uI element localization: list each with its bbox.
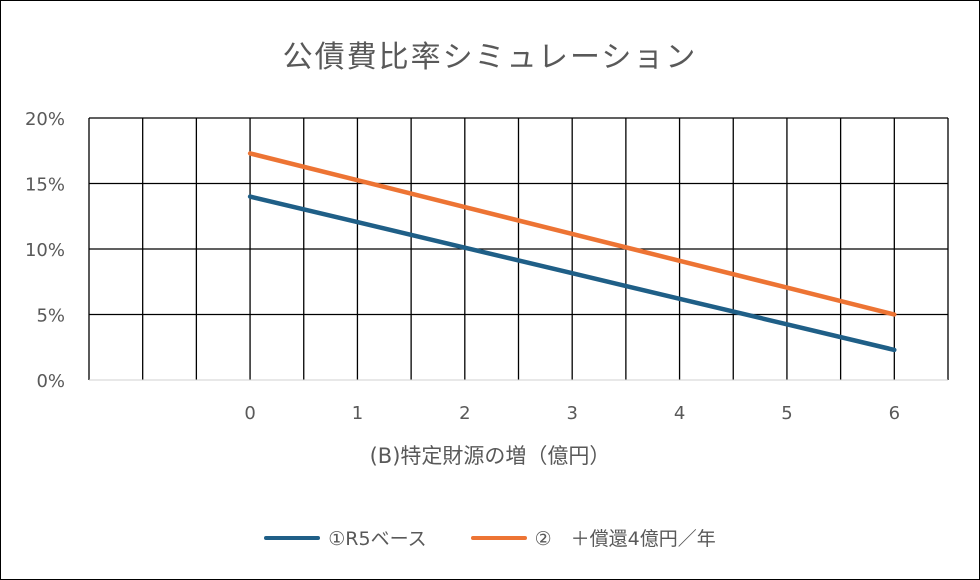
legend-swatch-series-2 (470, 535, 527, 540)
legend-item-series-2: ② ＋償還4億円／年 (470, 524, 716, 551)
series-line-1 (247, 194, 897, 353)
x-tick-label: 0 (244, 403, 255, 424)
y-tick-label: 20% (25, 109, 65, 130)
legend-swatch-series-1 (264, 535, 321, 540)
x-tick-label: 2 (459, 403, 470, 424)
series-line-2 (247, 151, 897, 317)
x-tick-label: 4 (674, 403, 685, 424)
legend: ①R5ベース ② ＋償還4億円／年 (0, 524, 980, 551)
chart-title: 公債費比率シミュレーション (282, 40, 698, 75)
y-tick-label: 10% (25, 240, 65, 261)
legend-label-series-1: ①R5ベース (328, 528, 427, 550)
y-tick-label: 15% (25, 175, 65, 196)
y-tick-label: 5% (36, 306, 65, 327)
y-tick-label: 0% (36, 371, 65, 392)
x-tick-label: 6 (889, 403, 900, 424)
legend-item-series-1: ①R5ベース (264, 524, 427, 551)
x-tick-label: 1 (352, 403, 363, 424)
x-tick-label: 3 (566, 403, 577, 424)
x-tick-label: 5 (781, 403, 792, 424)
legend-label-series-2: ② ＋償還4億円／年 (534, 528, 716, 550)
x-axis-label: (B)特定財源の増（億円） (369, 444, 611, 468)
